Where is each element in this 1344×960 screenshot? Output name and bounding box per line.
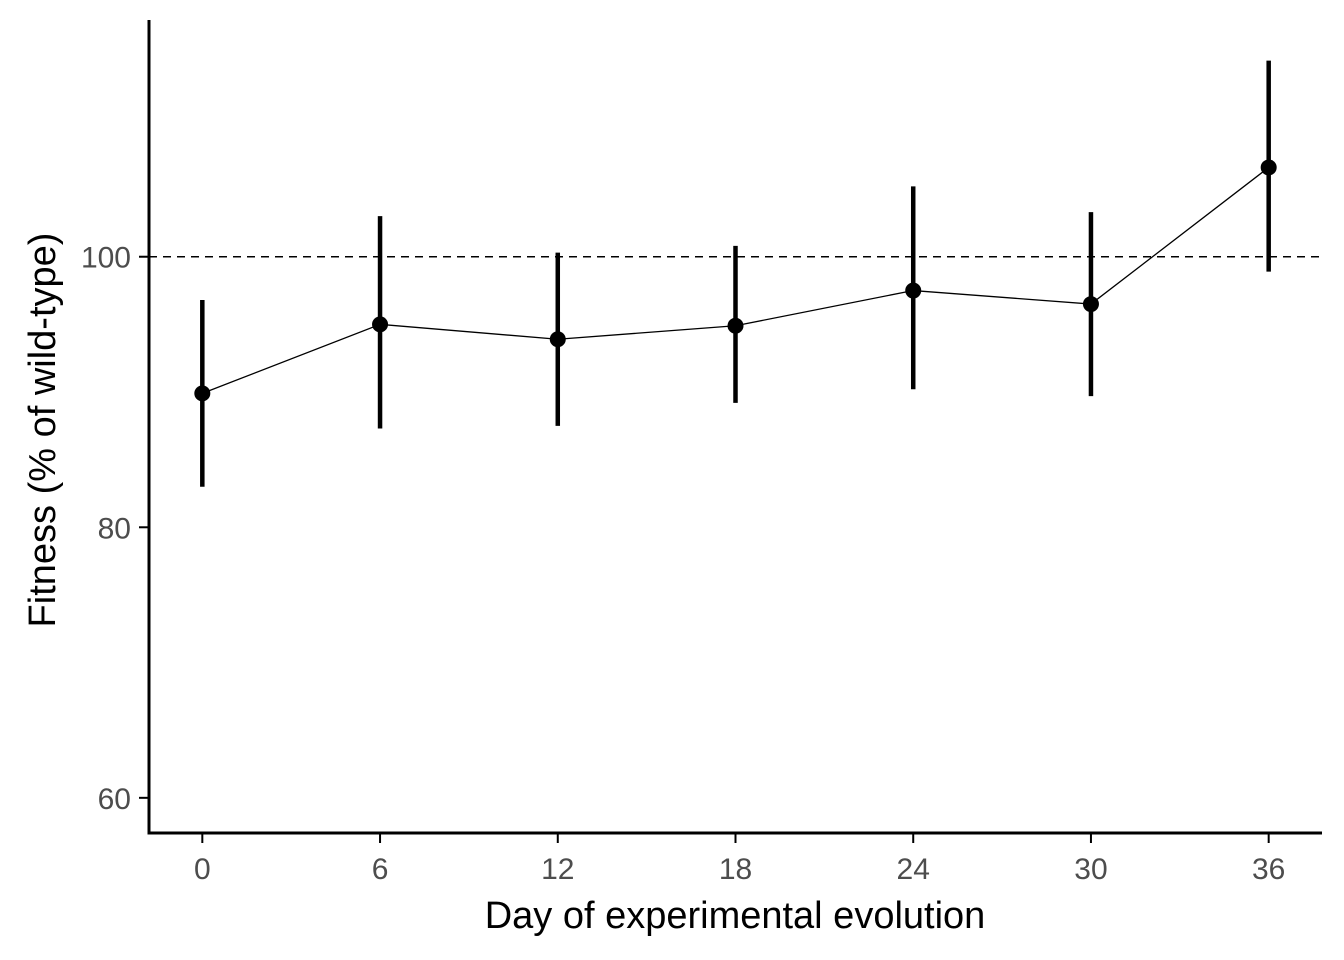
data-point bbox=[905, 282, 922, 299]
x-tick-label: 6 bbox=[372, 853, 389, 886]
y-axis-title: Fitness (% of wild-type) bbox=[22, 233, 64, 628]
x-tick-label: 24 bbox=[897, 853, 930, 886]
x-tick-label: 12 bbox=[541, 853, 574, 886]
x-axis-title: Day of experimental evolution bbox=[485, 895, 986, 937]
data-point bbox=[549, 331, 566, 348]
y-tick-label: 100 bbox=[81, 242, 131, 275]
data-point bbox=[727, 317, 744, 334]
data-point bbox=[1082, 296, 1099, 313]
x-tick-label: 18 bbox=[719, 853, 752, 886]
plot-area bbox=[149, 60, 1322, 487]
x-tick-label: 0 bbox=[194, 853, 211, 886]
x-tick-label: 30 bbox=[1074, 853, 1107, 886]
data-points bbox=[194, 159, 1277, 402]
data-point bbox=[1260, 159, 1277, 176]
data-point bbox=[194, 385, 211, 402]
y-tick-label: 80 bbox=[98, 512, 131, 545]
data-point bbox=[372, 316, 389, 333]
x-axis-ticks: 0 6 12 18 24 30 36 bbox=[194, 833, 1285, 886]
x-tick-label: 36 bbox=[1252, 853, 1285, 886]
y-axis-ticks: 60 80 100 bbox=[81, 242, 149, 816]
error-bars bbox=[200, 60, 1271, 487]
y-tick-label: 60 bbox=[98, 783, 131, 816]
